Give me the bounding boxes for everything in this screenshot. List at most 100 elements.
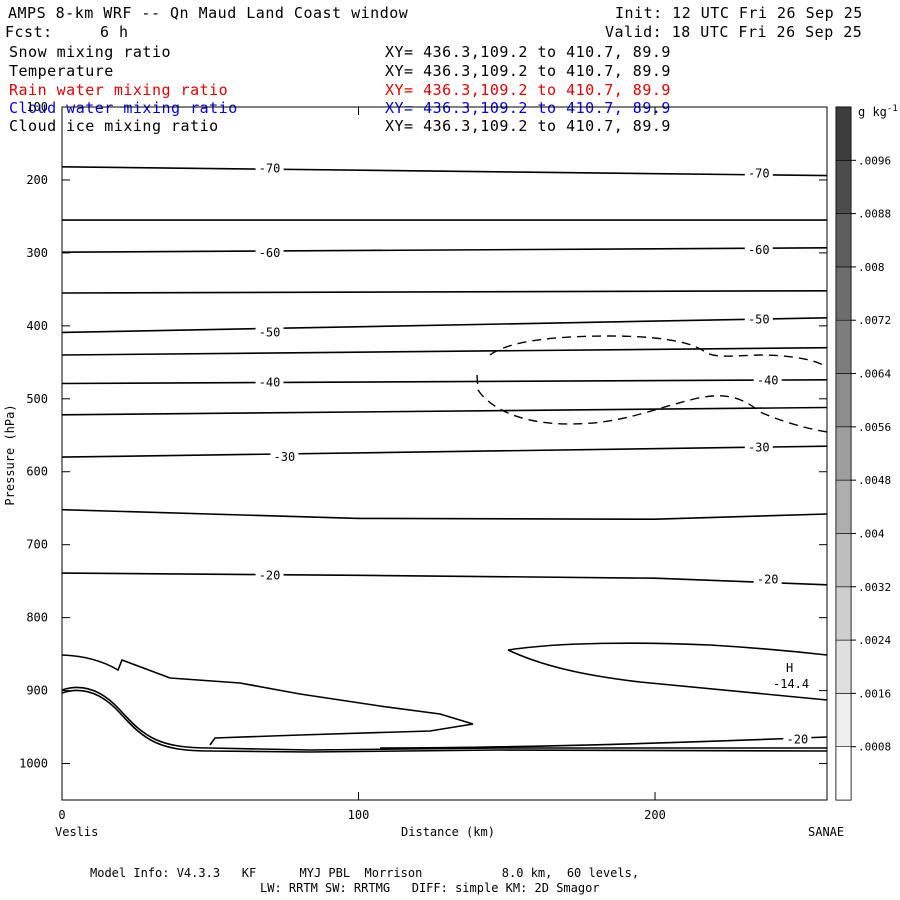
cloud-ice-dashed-contour (476, 335, 828, 433)
colorbar-cell (835, 266, 852, 321)
temperature-label: -50 (748, 312, 770, 326)
valid-time: Valid: 18 UTC Fri 26 Sep 25 (605, 23, 863, 41)
colorbar-cell (835, 319, 852, 374)
colorbar-tick-label: .0064 (858, 368, 891, 381)
contour-label-mask (753, 372, 782, 387)
temperature-label: -30 (274, 450, 296, 464)
temperature-label: -20 (787, 732, 809, 746)
terrain-contour-inner (61, 689, 828, 753)
contour-label-mask (744, 165, 773, 180)
distance-ticks: 0 100 200 (58, 107, 666, 822)
contour-label-mask (255, 244, 284, 259)
y-tick-label: 300 (26, 246, 48, 260)
high-pressure-contour-lower (507, 649, 828, 701)
temperature-label: -30 (748, 441, 770, 455)
temperature-label: -50 (259, 325, 281, 339)
high-marker-label: H (786, 661, 793, 675)
colorbar-cell (835, 746, 852, 801)
contour-label-mask (744, 241, 773, 256)
x-tick-label: 200 (644, 808, 666, 822)
colorbar-unit-exponent: -1 (887, 104, 898, 114)
y-tick-label: 600 (26, 465, 48, 479)
plot-frame (61, 106, 828, 801)
right-endpoint-label: SANAE (808, 825, 844, 839)
contour-label-mask (255, 374, 284, 389)
colorbar-cell (835, 693, 852, 748)
colorbar-tick-label: .004 (858, 527, 885, 540)
temperature-contour (61, 247, 828, 253)
colorbar: .0008 .0016 .0024 .0032 .004 .0048 .0056 .0064.… (835, 104, 898, 801)
colorbar-cell (835, 373, 852, 428)
colorbar-tick-label: .0016 (858, 687, 891, 700)
y-tick-label: 100 (26, 100, 48, 114)
high-marker-value: -14.4 (773, 677, 809, 691)
field-xy-rain: XY= 436.3,109.2 to 410.7, 89.9 (385, 81, 671, 99)
contour-label-mask (255, 160, 284, 175)
temperature-contour (61, 406, 828, 416)
model-info: Model Info: V4.3.3 KF MYJ PBL Morrison 8… (90, 866, 640, 880)
temperature-label: -60 (259, 246, 281, 260)
temperature-contour (61, 166, 828, 177)
colorbar-cell (835, 479, 852, 534)
colorbar-tick-label: .0008 (858, 741, 891, 754)
y-tick-label: 700 (26, 538, 48, 552)
temperature-label: -20 (757, 573, 779, 587)
terrain-contours (61, 642, 828, 753)
y-axis-label: Pressure (hPa) (3, 404, 17, 505)
field-name-cloud-water: Cloud water mixing ratio (9, 99, 238, 117)
temperature-contour (61, 572, 828, 586)
colorbar-tick-label: .0096 (858, 154, 891, 167)
temperature-contour (61, 346, 828, 356)
terrain-contour-outer (61, 686, 827, 751)
field-name-rain: Rain water mixing ratio (9, 81, 229, 99)
colorbar-unit: g kg-1 (858, 104, 898, 119)
contour-label-mask (744, 439, 773, 454)
temperature-label: -40 (757, 374, 779, 388)
y-tick-label: 800 (26, 611, 48, 625)
colorbar-cell (835, 426, 852, 481)
forecast-hours: 6 h (100, 23, 129, 41)
colorbar-tick-label: .0024 (858, 634, 891, 647)
colorbar-tick-label: .0056 (858, 421, 891, 434)
colorbar-cell (835, 639, 852, 694)
contour-label-mask (753, 571, 782, 586)
y-tick-label: 900 (26, 684, 48, 698)
colorbar-cell (835, 213, 852, 268)
init-time: Init: 12 UTC Fri 26 Sep 25 (615, 4, 863, 22)
field-name-cloud-ice: Cloud ice mixing ratio (9, 117, 219, 135)
contour-label-mask (270, 449, 299, 464)
high-pressure-contour-upper (507, 642, 828, 656)
temperature-contour (61, 508, 828, 521)
x-tick-label: 0 (58, 808, 65, 822)
colorbar-unit-base: g kg (858, 105, 887, 119)
colorbar-tick-label: .0032 (858, 581, 891, 594)
x-axis-label: Distance (km) (401, 825, 495, 839)
y-tick-label: 1000 (19, 757, 48, 771)
x-tick-label: 100 (348, 808, 370, 822)
y-tick-label: 200 (26, 173, 48, 187)
field-xy-cloud-ice: XY= 436.3,109.2 to 410.7, 89.9 (385, 117, 671, 135)
field-xy-cloud-water: XY= 436.3,109.2 to 410.7, 89.9 (385, 99, 671, 117)
contour-label-mask (255, 567, 284, 582)
y-tick-label: 500 (26, 392, 48, 406)
plot-title: AMPS 8-km WRF -- Qn Maud Land Coast wind… (8, 4, 409, 22)
y-tick-label: 400 (26, 319, 48, 333)
temperature-label: -70 (748, 166, 770, 180)
colorbar-labels: .0008 .0016 .0024 .0032 .004 .0048 .0056 .0064.… (851, 154, 891, 754)
temperature-contour (61, 317, 828, 334)
colorbar-tick-label: .008 (858, 261, 885, 274)
colorbar-tick-label: .0072 (858, 314, 891, 327)
colorbar-cell (835, 586, 852, 641)
temperature-label: -70 (259, 161, 281, 175)
temperature-contours (61, 166, 828, 586)
temperature-contour (61, 290, 828, 294)
field-name-snow: Snow mixing ratio (9, 43, 172, 61)
temperature-labels: -70 -70 -60 -60 -50 -50 -40 -40 -30 -30 -20 -20 -20 (255, 160, 812, 746)
forecast-label: Fcst: (5, 23, 53, 41)
field-xy-snow: XY= 436.3,109.2 to 410.7, 89.9 (385, 43, 671, 61)
pressure-ticks: 100 200 300 400 500 600 700 800 900 1000 (19, 100, 827, 771)
temperature-contour (61, 445, 828, 458)
contour-label-mask (783, 731, 812, 746)
field-xy-temperature: XY= 436.3,109.2 to 410.7, 89.9 (385, 62, 671, 80)
